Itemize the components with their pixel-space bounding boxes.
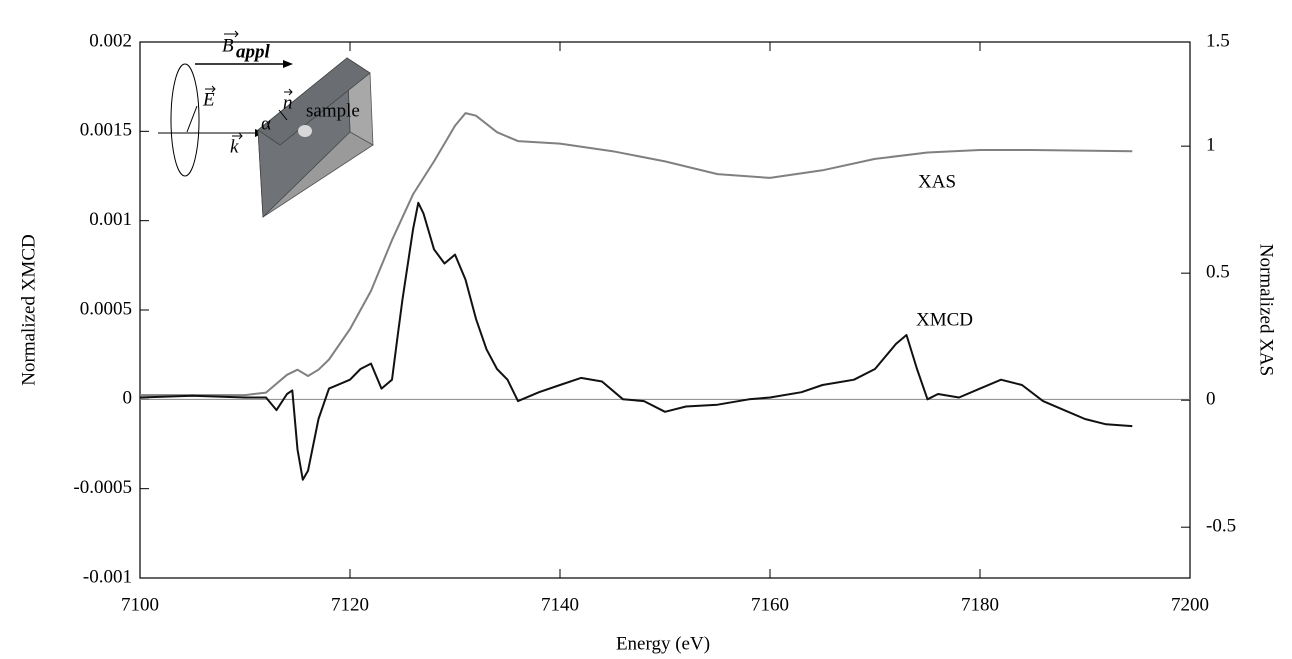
x-tick-label: 7180 <box>961 594 999 615</box>
inset: B appl E k n α sample <box>158 30 374 218</box>
x-tick-label: 7160 <box>751 594 789 615</box>
y2-tick-label: 0.5 <box>1206 262 1230 283</box>
inset-label: k <box>230 136 239 157</box>
y-tick-label: -0.0005 <box>73 477 132 498</box>
e-vector <box>186 105 198 133</box>
y-tick-label: 0.002 <box>89 30 132 51</box>
x-tick-label: 7140 <box>541 594 579 615</box>
y2-tick-label: 1 <box>1206 135 1216 156</box>
y-tick-label: -0.001 <box>83 566 132 587</box>
y-axis-label: Normalized XMCD <box>18 234 39 385</box>
y2-tick-label: 0 <box>1206 389 1216 410</box>
x-tick-label: 7100 <box>121 594 159 615</box>
vector-arrows <box>205 30 293 140</box>
series-label: XMCD <box>916 309 973 330</box>
y2-tick-label: -0.5 <box>1206 516 1236 537</box>
inset-label: sample <box>306 100 360 121</box>
y-tick-label: 0 <box>123 388 133 409</box>
series-label: XAS <box>918 171 956 192</box>
inset-label: α <box>261 113 271 134</box>
normal-vector <box>278 109 288 121</box>
beam-spot <box>298 125 312 137</box>
y2-axis-label: Normalized XAS <box>1256 244 1277 376</box>
y2-tick-label: 1.5 <box>1206 30 1230 51</box>
field-arrowhead <box>283 60 293 68</box>
inset-label: E <box>202 89 215 110</box>
sample-top <box>257 57 371 146</box>
x-tick-label: 7120 <box>331 594 369 615</box>
inset-label: B <box>222 35 234 56</box>
series-line <box>140 112 1133 397</box>
series-line <box>139 201 1133 481</box>
x-axis-label: Energy (eV) <box>616 633 710 654</box>
inset-label: n <box>283 92 293 113</box>
y-tick-label: 0.0005 <box>80 298 132 319</box>
inset-label: appl <box>236 41 271 62</box>
x-tick-label: 7200 <box>1171 594 1209 615</box>
polarization-ellipse <box>170 63 200 177</box>
y-tick-label: 0.001 <box>89 209 132 230</box>
y-tick-label: 0.0015 <box>80 120 132 141</box>
